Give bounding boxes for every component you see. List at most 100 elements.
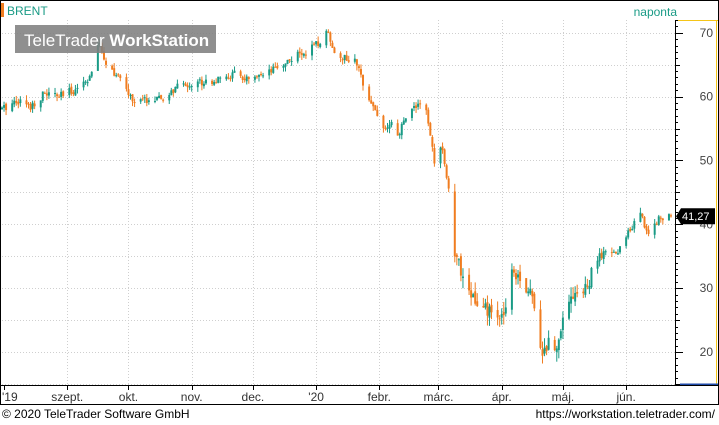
candle-body: [253, 76, 256, 80]
candle-body: [482, 306, 485, 308]
source-url[interactable]: https://workstation.teletrader.com/: [535, 407, 715, 421]
candle-body: [304, 54, 307, 56]
candle-body: [602, 251, 605, 260]
candle-body: [627, 230, 630, 238]
candle-body: [455, 254, 458, 258]
candle-body: [413, 106, 416, 108]
candle-body: [582, 291, 585, 294]
candle-body: [198, 79, 201, 81]
candle-body: [502, 312, 505, 316]
candle-body: [129, 95, 132, 97]
candle-body: [404, 118, 407, 122]
candle-body: [62, 91, 65, 96]
candle-body: [514, 273, 517, 280]
candle-body: [172, 89, 175, 94]
interval-label: naponta: [634, 5, 678, 19]
candle-body: [196, 81, 199, 88]
candle-body: [382, 115, 385, 129]
candle-body: [29, 104, 32, 110]
candle-body: [233, 70, 236, 73]
candle-body: [102, 51, 105, 60]
candle-body: [168, 94, 171, 101]
candle-body: [425, 104, 428, 111]
x-ticks: '19 szept. okt. nov. dec. '20 febr. márc. ápr. má…: [2, 385, 636, 404]
candle-body: [453, 191, 456, 257]
candle-body: [160, 95, 163, 99]
candle-body: [45, 93, 48, 96]
candle-body: [313, 43, 316, 45]
candle-body: [498, 318, 501, 320]
candle-body: [390, 121, 393, 126]
candle-body: [427, 109, 430, 124]
candles: [1, 29, 672, 364]
candle-body: [298, 51, 301, 54]
candle-body: [543, 347, 546, 354]
y-tick-label: 70: [700, 26, 714, 40]
candle-body: [341, 59, 344, 61]
candle-body: [162, 99, 165, 101]
candle-body: [388, 124, 391, 129]
candle-body: [647, 229, 650, 234]
candle-body: [604, 251, 607, 253]
candle-body: [82, 81, 85, 88]
candle-body: [555, 348, 558, 352]
candle-body: [419, 103, 422, 105]
candle-body: [447, 178, 450, 189]
candle-body: [339, 53, 342, 59]
candle-body: [655, 223, 658, 225]
candle-body: [370, 100, 373, 104]
candle-body: [614, 252, 617, 254]
candle-body: [545, 346, 548, 352]
candle-body: [327, 31, 330, 33]
candle-body: [576, 292, 579, 294]
candle-body: [115, 75, 118, 77]
candle-body: [596, 260, 599, 269]
candle-body: [227, 77, 230, 79]
candle-body: [461, 276, 464, 279]
candle-body: [153, 100, 156, 102]
candle-body: [431, 136, 434, 147]
candle-body: [325, 30, 328, 46]
candle-body: [657, 216, 660, 225]
x-tick-label: szept.: [51, 390, 83, 404]
candle-body: [347, 60, 350, 62]
y-tick-label: 30: [700, 281, 714, 295]
candle-body: [598, 253, 601, 262]
candle-body: [68, 87, 71, 96]
candle-body: [616, 253, 619, 255]
candle-body: [500, 314, 503, 318]
candle-body: [117, 74, 120, 76]
last-value-tag: [676, 208, 715, 225]
grid: [2, 20, 675, 385]
candle-body: [276, 65, 279, 69]
candle-body: [27, 103, 30, 105]
candle-body: [302, 53, 305, 56]
candle-body: [213, 81, 216, 85]
candle-body: [557, 339, 560, 351]
candle-body: [372, 102, 375, 107]
candle-body: [17, 102, 20, 105]
candle-body: [362, 74, 365, 86]
candle-body: [315, 41, 318, 45]
candle-body: [119, 75, 122, 78]
candle-body: [86, 82, 89, 84]
candle-body: [219, 77, 222, 79]
candle-body: [357, 66, 360, 69]
candle-body: [188, 86, 191, 88]
candle-body: [443, 149, 446, 165]
candle-body: [504, 307, 507, 314]
candle-body: [484, 303, 487, 308]
candle-body: [190, 86, 193, 88]
candle-body: [661, 218, 664, 221]
candle-body: [398, 134, 401, 136]
candle-body: [125, 77, 128, 89]
candle-body: [359, 69, 362, 75]
candle-body: [204, 79, 207, 84]
candle-body: [559, 331, 562, 339]
candle-body: [229, 78, 232, 80]
candle-body: [262, 75, 265, 77]
candle-body: [113, 68, 116, 76]
candle-body: [476, 301, 479, 306]
candle-body: [439, 147, 442, 164]
candle-body: [561, 317, 564, 330]
